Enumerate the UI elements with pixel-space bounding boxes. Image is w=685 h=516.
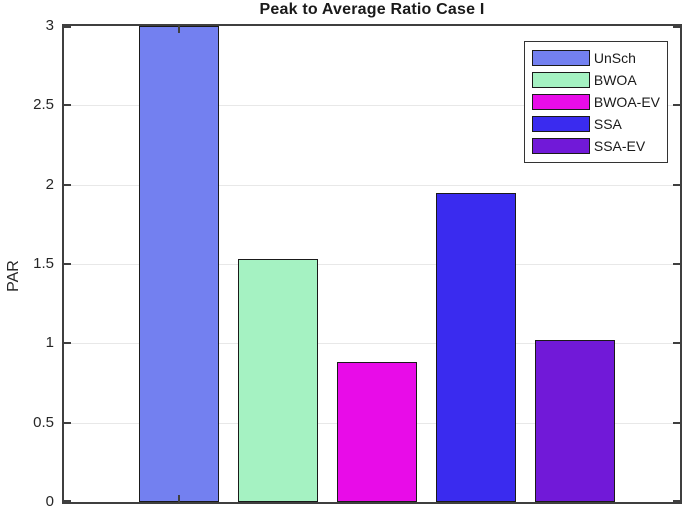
- y-tick: [64, 342, 71, 344]
- bar-unsch: [138, 26, 219, 502]
- y-tick-label: 2: [45, 176, 54, 193]
- chart-title: Peak to Average Ratio Case I: [259, 1, 485, 18]
- y-tick: [64, 104, 71, 106]
- y-tick: [673, 184, 680, 186]
- y-tick-label: 1.5: [33, 255, 54, 272]
- legend-label: UnSch: [593, 50, 636, 66]
- y-tick-label: 0: [45, 493, 54, 510]
- y-tick: [673, 342, 680, 344]
- legend-entry: BWOA: [531, 69, 660, 91]
- x-tick: [177, 495, 180, 502]
- bar-bwoa: [237, 259, 318, 502]
- y-tick: [64, 184, 71, 186]
- y-tick: [64, 26, 71, 28]
- legend: UnSch BWOA BWOA-EV SSA SSA-EV: [523, 41, 668, 163]
- y-tick-label: 3: [45, 17, 54, 34]
- bar-bwoa-ev: [336, 362, 417, 502]
- legend-swatch: [531, 72, 590, 88]
- gridline: [64, 264, 680, 265]
- x-tick: [177, 26, 180, 33]
- y-tick: [673, 104, 680, 106]
- y-tick: [673, 500, 680, 502]
- legend-label: SSA: [593, 116, 622, 132]
- plot-area: UnSch BWOA BWOA-EV SSA SSA-EV: [62, 24, 682, 504]
- y-tick: [64, 422, 71, 424]
- legend-swatch: [531, 94, 590, 110]
- y-tick-label: 2.5: [33, 96, 54, 113]
- gridline: [64, 105, 680, 106]
- legend-entry: SSA-EV: [531, 135, 660, 157]
- legend-label: BWOA: [593, 72, 637, 88]
- legend-swatch: [531, 50, 590, 66]
- plot-inner: [64, 26, 680, 502]
- y-tick-label: 0.5: [33, 414, 54, 431]
- y-tick: [673, 422, 680, 424]
- y-tick: [673, 26, 680, 28]
- bar-ssa: [435, 193, 516, 502]
- legend-entry: UnSch: [531, 47, 660, 69]
- y-tick: [64, 263, 71, 265]
- y-tick: [673, 263, 680, 265]
- legend-entry: SSA: [531, 113, 660, 135]
- y-tick: [64, 500, 71, 502]
- legend-entry: BWOA-EV: [531, 91, 660, 113]
- bar-ssa-ev: [534, 340, 615, 502]
- legend-swatch: [531, 116, 590, 132]
- y-axis-label: PAR: [5, 260, 22, 292]
- legend-swatch: [531, 138, 590, 154]
- gridline: [64, 185, 680, 186]
- y-tick-label: 1: [45, 334, 54, 351]
- gridline: [64, 343, 680, 344]
- legend-label: SSA-EV: [593, 138, 646, 154]
- legend-label: BWOA-EV: [593, 94, 660, 110]
